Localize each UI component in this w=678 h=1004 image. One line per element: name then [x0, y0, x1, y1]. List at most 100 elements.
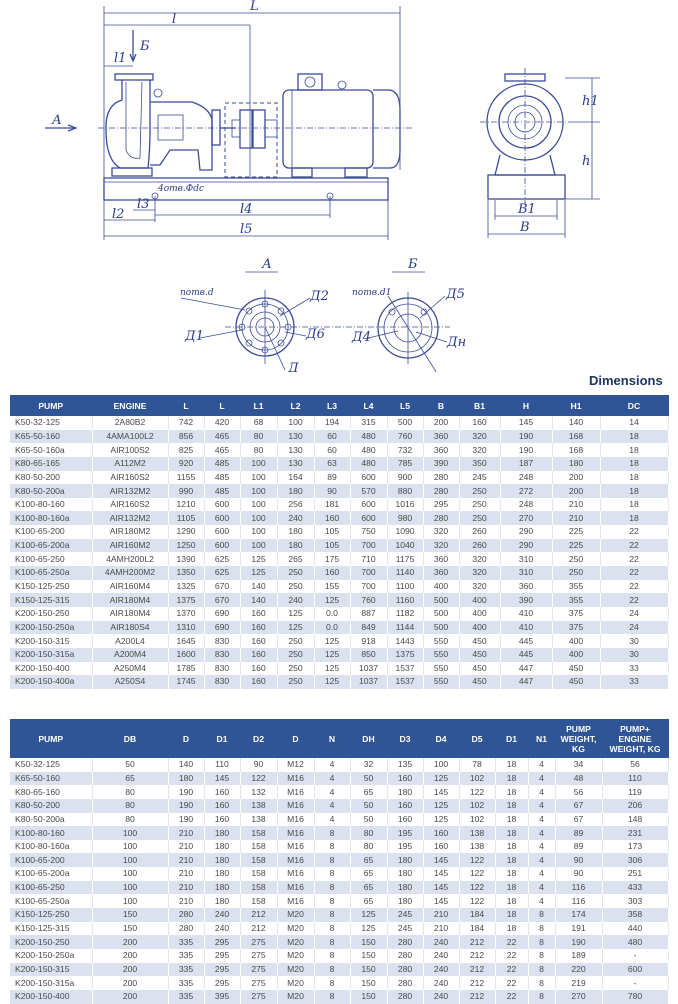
table-cell: 173 — [602, 839, 669, 854]
table-cell: 8 — [314, 989, 351, 1004]
table-cell: 180 — [277, 538, 315, 553]
table-cell: 160 — [423, 839, 460, 854]
table-cell: 210 — [423, 921, 460, 936]
table-cell: 335 — [168, 948, 205, 963]
column-header: L4 — [350, 395, 388, 416]
pump-model-cell: K80-65-165 — [10, 456, 93, 471]
table-cell: 240 — [277, 511, 315, 526]
table-cell: 480 — [602, 935, 669, 949]
table-cell: 180 — [277, 525, 315, 539]
table-cell: 50 — [92, 758, 169, 772]
label-L: L — [249, 0, 259, 14]
label-D4: Д4 — [351, 330, 371, 345]
table-cell: 1100 — [387, 579, 424, 594]
table-cell: 1210 — [168, 497, 205, 512]
table-cell: M16 — [277, 839, 315, 854]
table-cell: 8 — [314, 826, 351, 840]
table-cell: 220 — [555, 962, 603, 977]
column-header: L — [168, 395, 205, 416]
table-cell: 480 — [350, 443, 388, 457]
pump-model-cell: K65-50-160 — [10, 429, 93, 444]
table-cell: 920 — [168, 456, 205, 471]
table-cell: 335 — [168, 976, 205, 990]
table-cell: 500 — [423, 620, 460, 635]
table-cell: 275 — [240, 935, 278, 949]
table-cell: 195 — [387, 839, 424, 854]
table-cell: 849 — [350, 620, 388, 635]
table-cell: 320 — [459, 443, 501, 457]
table-cell: 250 — [277, 634, 315, 648]
table-cell: 102 — [459, 812, 496, 827]
table-row: K65-50-160a AIR100S2 825 465 80 130 60 480 732 36… — [10, 443, 669, 457]
table-cell: 240 — [423, 948, 460, 963]
table-cell: 8 — [314, 976, 351, 990]
table-cell: 0.0 — [314, 620, 351, 635]
table-cell: 225 — [552, 525, 601, 539]
table-cell: 175 — [314, 552, 351, 567]
table-cell: 80 — [92, 812, 169, 827]
table-cell: 160 — [240, 661, 278, 676]
table-cell: 4 — [528, 839, 556, 854]
label-h1: h1 — [582, 94, 599, 109]
table-cell: 700 — [350, 579, 388, 594]
table-cell: 600 — [204, 511, 241, 526]
label-view-B: Б — [407, 257, 418, 272]
table-cell: 240 — [423, 935, 460, 949]
table-cell: 138 — [240, 812, 278, 827]
table-cell: 212 — [240, 908, 278, 922]
table-cell: 145 — [423, 867, 460, 881]
table-cell: AIR180M4 — [92, 606, 169, 621]
table-cell: 375 — [552, 620, 601, 635]
table-cell: 450 — [459, 675, 501, 689]
table-cell: 125 — [314, 647, 351, 662]
table-cell: 100 — [92, 880, 169, 895]
table-cell: 1745 — [168, 675, 205, 689]
table-cell: 33 — [600, 675, 669, 689]
table-row: K100-65-200a AIR160M2 1250 600 100 180 105 700 1… — [10, 538, 669, 553]
table-cell: 485 — [204, 470, 241, 485]
table-cell: 8 — [314, 921, 351, 936]
column-header: B — [423, 395, 460, 416]
table-cell: 400 — [423, 579, 460, 594]
table-cell: 100 — [423, 758, 460, 772]
table-row: K80-50-200a 80 190 160 138 M16 4 50 160 125 102 18 4… — [10, 812, 669, 827]
table-cell: 4AMH200L2 — [92, 552, 169, 567]
table-cell: 90 — [555, 853, 603, 868]
table-cell: 390 — [423, 456, 460, 471]
table-cell: 194 — [314, 416, 351, 430]
table-cell: 18 — [495, 826, 529, 840]
table-cell: 1016 — [387, 497, 424, 512]
table-cell: 190 — [500, 429, 553, 444]
table-cell: 100 — [92, 826, 169, 840]
table-cell: 360 — [423, 429, 460, 444]
column-header: D2 — [240, 719, 278, 758]
table-cell: 158 — [240, 894, 278, 909]
table-cell: 1370 — [168, 606, 205, 621]
label-D: Д — [287, 361, 299, 372]
table-cell: 180 — [204, 826, 241, 840]
table-cell: 900 — [387, 470, 424, 485]
table-cell: 181 — [314, 497, 351, 512]
column-header: D3 — [387, 719, 424, 758]
column-header: PUMP+ ENGINE WEIGHT, KG — [602, 719, 669, 758]
table-cell: 4 — [528, 771, 556, 786]
table-cell: 78 — [459, 758, 496, 772]
table-cell: 1350 — [168, 566, 205, 580]
table-cell: 150 — [92, 921, 169, 936]
table-cell: 125 — [350, 921, 388, 936]
table-cell: 280 — [423, 470, 460, 485]
table-cell: 100 — [240, 484, 278, 498]
table-cell: 8 — [314, 948, 351, 963]
table-cell: M20 — [277, 908, 315, 922]
table-cell: 850 — [350, 647, 388, 662]
table-cell: 290 — [500, 525, 553, 539]
table-cell: 140 — [240, 579, 278, 594]
table-cell: 450 — [459, 661, 501, 676]
table-cell: 670 — [204, 593, 241, 607]
table-cell: 4 — [314, 785, 351, 799]
label-l4: l4 — [240, 202, 252, 217]
table-cell: 119 — [602, 785, 669, 799]
table-cell: 130 — [277, 429, 315, 444]
pump-model-cell: K200-150-250 — [10, 606, 93, 621]
table-cell: 80 — [350, 826, 388, 840]
